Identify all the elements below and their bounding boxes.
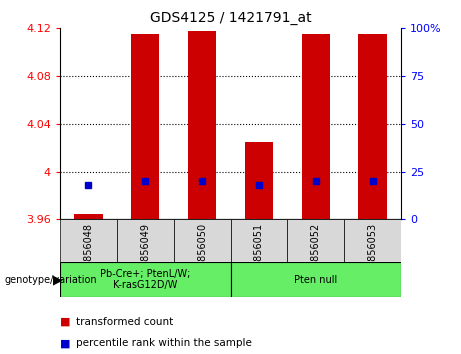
- Text: ■: ■: [60, 338, 71, 348]
- Bar: [287, 219, 344, 262]
- Bar: [188, 31, 216, 219]
- Text: GSM856050: GSM856050: [197, 223, 207, 282]
- Bar: [358, 34, 387, 219]
- Text: Pb-Cre+; PtenL/W;
K-rasG12D/W: Pb-Cre+; PtenL/W; K-rasG12D/W: [100, 269, 190, 291]
- Bar: [230, 262, 401, 297]
- Bar: [74, 213, 102, 219]
- Bar: [245, 142, 273, 219]
- Bar: [117, 219, 174, 262]
- Bar: [174, 219, 230, 262]
- Title: GDS4125 / 1421791_at: GDS4125 / 1421791_at: [150, 11, 311, 24]
- Bar: [344, 219, 401, 262]
- Text: percentile rank within the sample: percentile rank within the sample: [76, 338, 252, 348]
- Text: GSM856052: GSM856052: [311, 223, 321, 282]
- Text: Pten null: Pten null: [294, 275, 337, 285]
- Text: GSM856048: GSM856048: [83, 223, 94, 282]
- Text: GSM856051: GSM856051: [254, 223, 264, 282]
- Bar: [60, 262, 230, 297]
- Text: transformed count: transformed count: [76, 317, 173, 327]
- Text: genotype/variation: genotype/variation: [5, 275, 97, 285]
- Text: ▶: ▶: [53, 273, 63, 286]
- Text: GSM856049: GSM856049: [140, 223, 150, 282]
- Text: ■: ■: [60, 317, 71, 327]
- Bar: [301, 34, 330, 219]
- Bar: [230, 219, 287, 262]
- Bar: [131, 34, 160, 219]
- Bar: [60, 219, 117, 262]
- Text: GSM856053: GSM856053: [367, 223, 378, 282]
